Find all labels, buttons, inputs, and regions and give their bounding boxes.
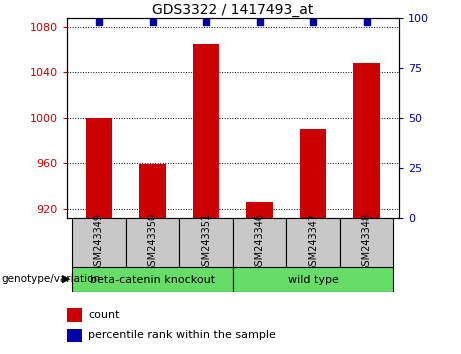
Text: wild type: wild type [288, 275, 338, 285]
Bar [246, 202, 273, 218]
Point [309, 19, 317, 24]
Bar [72, 218, 126, 267]
Point [202, 19, 210, 24]
Bar [126, 218, 179, 267]
Text: GSM243350: GSM243350 [148, 213, 158, 272]
Bar [300, 129, 326, 218]
Point [95, 19, 103, 24]
Text: genotype/variation: genotype/variation [1, 274, 100, 284]
Bar [340, 218, 393, 267]
Text: GSM243347: GSM243347 [308, 213, 318, 272]
Bar [233, 218, 286, 267]
Text: GSM243348: GSM243348 [361, 213, 372, 272]
Bar [139, 164, 166, 218]
Point [149, 19, 156, 24]
Text: beta-catenin knockout: beta-catenin knockout [90, 275, 215, 285]
Bar [193, 44, 219, 218]
Bar [286, 218, 340, 267]
Text: GSM243346: GSM243346 [254, 213, 265, 272]
Text: percentile rank within the sample: percentile rank within the sample [89, 330, 276, 341]
Bar [72, 267, 233, 292]
Bar [179, 218, 233, 267]
Text: GSM243351: GSM243351 [201, 213, 211, 272]
Text: GSM243349: GSM243349 [94, 213, 104, 272]
Bar [86, 118, 112, 218]
Bar [67, 308, 82, 321]
Bar [353, 63, 380, 218]
Bar [233, 267, 393, 292]
Bar [67, 329, 82, 342]
Point [363, 19, 370, 24]
Title: GDS3322 / 1417493_at: GDS3322 / 1417493_at [152, 3, 313, 17]
Text: count: count [89, 310, 120, 320]
Point [256, 19, 263, 24]
Text: ▶: ▶ [62, 274, 71, 284]
